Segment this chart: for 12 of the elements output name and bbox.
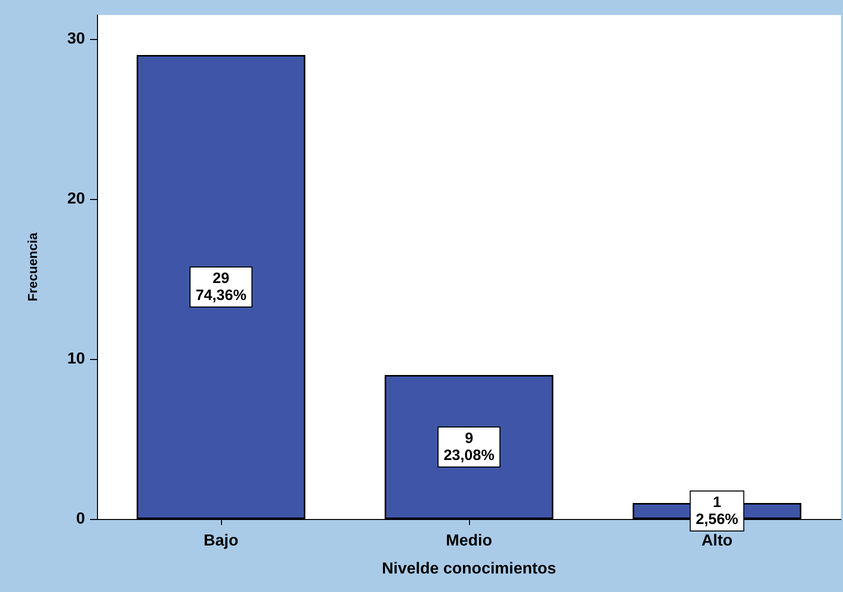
data-label: 29 74,36%: [196, 270, 246, 304]
x-tick-label: Medio: [446, 532, 492, 550]
x-axis-title: Nivelde conocimientos: [382, 560, 556, 578]
x-tick-label: Bajo: [204, 532, 239, 550]
y-tick-label: 20: [67, 190, 86, 208]
data-label: 9 23,08%: [444, 430, 494, 464]
y-tick-label: 0: [76, 510, 86, 528]
data-label: 1 2,56%: [696, 494, 738, 528]
y-tick-label: 30: [67, 30, 86, 48]
x-tick-label: Alto: [701, 532, 733, 550]
y-axis-title: Frecuencia: [25, 232, 40, 302]
y-tick-label: 10: [67, 350, 86, 368]
